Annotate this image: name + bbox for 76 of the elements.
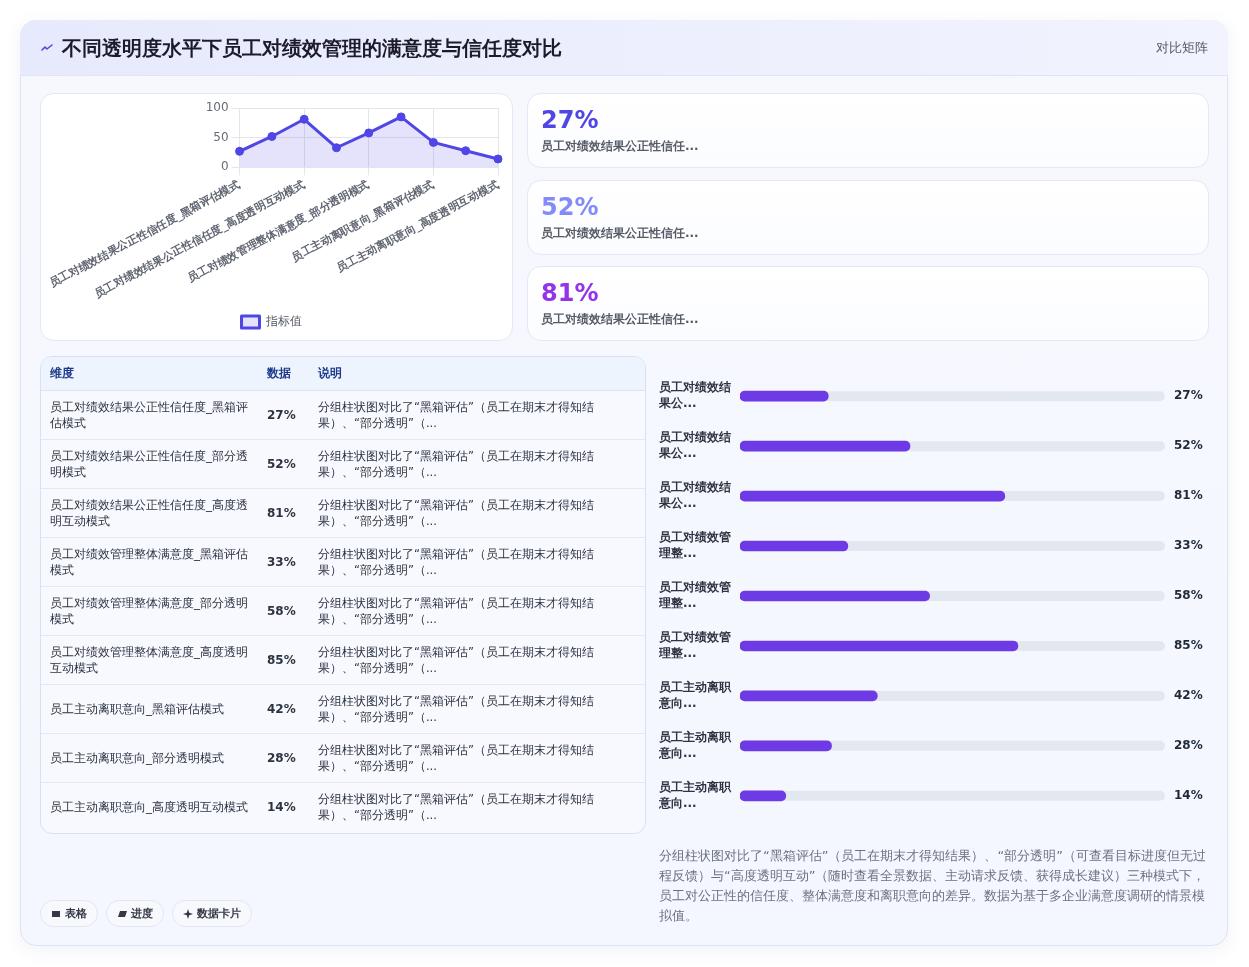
text: 分组柱状图对比了“黑箱评估”（员工在期末才得知结果）、“部分透明”（可查看目标进度但无过程反馈）与“高度透明互动”（随时查看全景数据、主动请求反馈、获得成长建议）三种模式下，员工对公正性的信任度、整体满意度和离职意向的差异。数据为基于多企业满意度调研的情景模拟值。: [659, 847, 1207, 925]
y-tick-label: 员工主动离职意向...: [658, 679, 732, 711]
text: 员工对绩效结果公正性信任...: [541, 138, 699, 154]
text: 员工对绩效结果公正性信任...: [541, 311, 699, 327]
point: [493, 154, 503, 164]
text: 员工对绩效管理整体满意度_黑箱评估模式: [41, 537, 267, 587]
text: 员工对绩效结果公正性信任度_高度透明互动模式: [41, 488, 267, 538]
text: 员工主动离职意向_部分透明模式: [41, 733, 267, 783]
text: 分组柱状图对比了“黑箱评估”（员工在期末才得知结果）、“部分透明”（...: [309, 684, 645, 734]
point: [428, 137, 438, 147]
text: 分组柱状图对比了“黑箱评估”（员工在期末才得知结果）、“部分透明”（...: [309, 488, 645, 538]
data-label: 27%: [1174, 388, 1203, 403]
text: 维度: [41, 357, 267, 391]
data-label: 42%: [1174, 688, 1203, 703]
y-tick-label: 员工对绩效管理整...: [658, 530, 731, 561]
point: [267, 131, 277, 141]
text: 员工对绩效结果公正性信任度_黑箱评估模式: [41, 390, 267, 440]
text: 27%: [267, 390, 309, 440]
text: 14%: [267, 782, 309, 831]
text: 对比矩阵: [1156, 39, 1208, 57]
text: 52%: [267, 439, 309, 489]
text: 分组柱状图对比了“黑箱评估”（员工在期末才得知结果）、“部分透明”（...: [309, 782, 645, 831]
text: 分组柱状图对比了“黑箱评估”（员工在期末才得知结果）、“部分透明”（...: [309, 439, 645, 489]
text: 分组柱状图对比了“黑箱评估”（员工在期末才得知结果）、“部分透明”（...: [309, 390, 645, 440]
text: 85%: [267, 635, 309, 685]
text: 员工对绩效结果公正性信任...: [541, 224, 699, 241]
bar: [740, 740, 832, 752]
text: 数据: [267, 357, 309, 391]
point: [396, 112, 406, 122]
text: 不同透明度水平下员工对绩效管理的满意度与信任度对比: [62, 35, 562, 62]
text: 员工主动离职意向_黑箱评估模式: [41, 684, 267, 734]
text: 33%: [267, 537, 309, 587]
text: 分组柱状图对比了“黑箱评估”（员工在期末才得知结果）、“部分透明”（...: [309, 537, 645, 587]
y-tick-label: 100: [205, 100, 229, 115]
text: 28%: [267, 733, 309, 783]
text: 分组柱状图对比了“黑箱评估”（员工在期末才得知结果）、“部分透明”（...: [309, 635, 645, 685]
text: 员工对绩效管理整体满意度_高度透明互动模式: [41, 635, 267, 685]
text: 表格: [65, 906, 87, 921]
data-label: 28%: [1174, 737, 1203, 752]
y-tick-label: 员工对绩效结果公...: [658, 430, 731, 461]
data-label: 58%: [1174, 588, 1203, 603]
text: 58%: [267, 586, 309, 636]
text: 数据卡片: [197, 906, 241, 921]
text: 81%: [267, 488, 309, 538]
data-label: 81%: [1174, 488, 1203, 503]
point: [331, 143, 341, 153]
text: 分组柱状图对比了“黑箱评估”（员工在期末才得知结果）、“部分透明”（...: [309, 586, 645, 636]
y-tick-label: 50: [213, 129, 229, 144]
y-tick-label: 员工主动离职意向...: [658, 729, 732, 761]
legend-label: 指标值: [264, 314, 302, 329]
text: 81%: [541, 278, 599, 308]
bar: [740, 790, 787, 802]
y-tick-label: 员工对绩效结果公...: [658, 380, 731, 411]
text: 52%: [541, 191, 599, 222]
data-label: 85%: [1174, 638, 1203, 653]
data-label: 14%: [1174, 787, 1203, 802]
point: [364, 128, 374, 138]
y-tick-label: 0: [220, 159, 229, 174]
point: [461, 146, 471, 156]
text: 进度: [131, 906, 153, 921]
text: 员工对绩效管理整体满意度_部分透明模式: [41, 586, 267, 636]
point: [299, 114, 309, 124]
y-tick-label: 员工主动离职意向...: [658, 779, 732, 811]
text: 员工对绩效结果公正性信任度_部分透明模式: [41, 439, 267, 489]
text: 分组柱状图对比了“黑箱评估”（员工在期末才得知结果）、“部分透明”（...: [309, 733, 645, 783]
y-tick-label: 员工对绩效管理整...: [658, 580, 731, 611]
text: 27%: [541, 105, 599, 135]
data-label: 33%: [1174, 538, 1203, 553]
point: [235, 146, 245, 156]
text: 42%: [267, 684, 309, 734]
bar: [740, 390, 829, 402]
y-tick-label: 员工对绩效结果公...: [658, 480, 731, 511]
data-label: 52%: [1174, 438, 1203, 453]
y-tick-label: 员工对绩效管理整...: [658, 629, 731, 661]
text: 说明: [309, 357, 645, 391]
text: 员工主动离职意向_高度透明互动模式: [41, 782, 267, 831]
